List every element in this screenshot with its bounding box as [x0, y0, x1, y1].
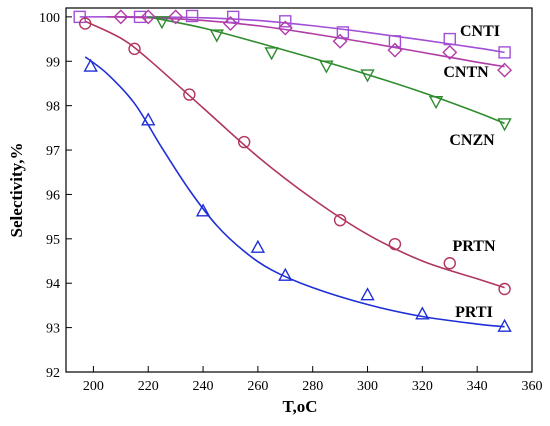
series-label-cntn: CNTN [443, 64, 489, 81]
data-point-cnti [133, 10, 147, 24]
data-point-prti [195, 203, 211, 217]
x-tick-label: 260 [247, 379, 268, 394]
data-markers [73, 9, 513, 332]
x-tick-label: 280 [302, 379, 323, 394]
data-point-prti [141, 112, 156, 126]
data-point-prti [360, 287, 375, 301]
data-point-prtn [128, 42, 141, 56]
data-point-cntn [140, 9, 156, 25]
data-point-cntn [277, 20, 293, 36]
x-tick-label: 220 [138, 379, 159, 394]
data-point-cnzn [319, 60, 334, 74]
data-point-cntn [497, 62, 513, 78]
x-tick-label: 340 [467, 379, 488, 394]
series-label-cnzn: CNZN [449, 132, 495, 149]
series-label-prti: PRTI [455, 304, 493, 321]
y-tick-label: 95 [46, 233, 60, 248]
axis-ticks: 200 220 240 260 280 300 320 340 360 92 93 94 95 96 97 9… [39, 11, 543, 394]
data-point-prti [497, 318, 512, 332]
y-tick-label: 94 [46, 277, 60, 292]
data-point-cnzn [154, 16, 170, 30]
data-point-cnzn [360, 69, 375, 83]
data-point-prtn [78, 17, 92, 30]
data-point-cnzn [497, 118, 512, 132]
fit-curves [79, 16, 505, 328]
data-point-prti [83, 58, 98, 72]
data-point-cnti [279, 15, 292, 28]
y-tick-label: 98 [46, 100, 60, 115]
y-tick-label: 96 [46, 188, 60, 203]
data-point-prti [250, 239, 266, 253]
x-tick-label: 300 [357, 379, 378, 394]
series-label-cnti: CNTI [460, 23, 500, 40]
series-labels: CNTI CNTN CNZN PRTN PRTI [443, 23, 500, 321]
y-axis-title: Selectivity,% [7, 143, 26, 238]
data-point-cnti [185, 9, 199, 23]
x-tick-label: 320 [412, 379, 433, 394]
x-tick-label: 240 [193, 379, 214, 394]
data-point-cnti [498, 46, 511, 59]
series-label-prtn: PRTN [453, 238, 496, 255]
series-line-cnzn [148, 16, 505, 125]
y-tick-label: 93 [46, 322, 60, 337]
series-line-cntn [107, 16, 505, 68]
data-point-cntn [113, 9, 129, 25]
series-line-prtn [84, 20, 505, 289]
x-axis-title: T,oC [282, 397, 317, 416]
x-tick-label: 360 [522, 379, 543, 394]
data-point-prti [278, 267, 293, 281]
data-point-prtn [388, 237, 402, 251]
data-point-cnzn [428, 96, 444, 110]
y-tick-label: 92 [46, 366, 60, 381]
data-point-cnti [388, 35, 402, 48]
data-point-cnzn [264, 47, 279, 61]
data-point-prtn [498, 282, 511, 296]
data-point-prtn [183, 88, 196, 101]
y-tick-label: 99 [46, 55, 60, 70]
data-point-cnti [227, 10, 240, 24]
plot-frame [65, 7, 533, 373]
data-point-cntn [168, 9, 184, 25]
data-point-cnzn [209, 29, 224, 43]
data-point-prti [415, 306, 430, 320]
data-point-cnti [443, 32, 456, 46]
data-point-prtn [333, 213, 347, 227]
data-point-cntn [387, 42, 403, 58]
data-point-cntn [222, 16, 238, 32]
y-tick-label: 97 [46, 144, 60, 159]
x-tick-label: 200 [83, 379, 104, 394]
data-point-prtn [237, 135, 251, 149]
data-point-cntn [332, 33, 348, 49]
series-line-prti [84, 56, 505, 328]
data-point-prtn [443, 257, 456, 270]
data-point-cntn [442, 44, 458, 60]
y-tick-label: 100 [39, 11, 60, 26]
